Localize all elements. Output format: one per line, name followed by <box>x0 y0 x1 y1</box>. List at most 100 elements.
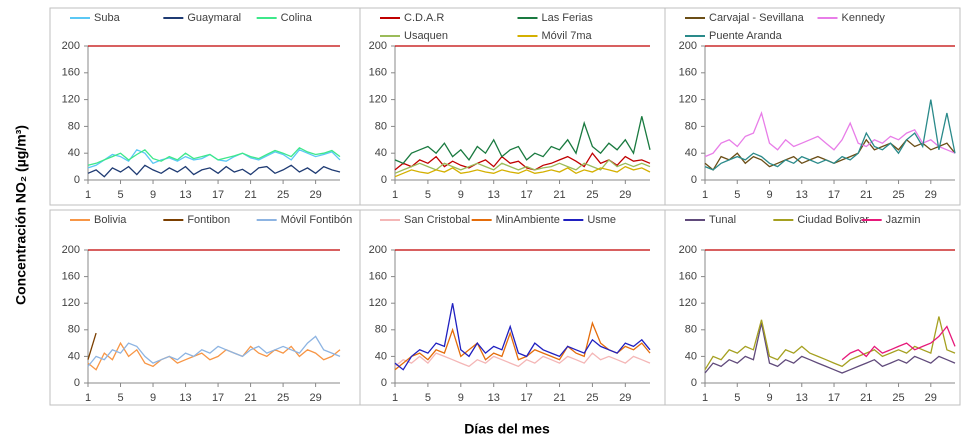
y-tick-label: 40 <box>685 350 697 362</box>
legend-label: Puente Aranda <box>709 30 783 42</box>
legend-label: Bolivia <box>94 214 127 226</box>
x-tick-label: 29 <box>925 189 937 201</box>
y-axis-label: Concentración NO₂ (µg/m³) <box>13 125 29 305</box>
legend-label: Móvil Fontibón <box>281 214 353 226</box>
legend-label: Usaquen <box>404 30 448 42</box>
data-line <box>87 164 341 178</box>
legend-label: Kennedy <box>842 12 886 24</box>
x-tick-label: 25 <box>892 189 904 201</box>
x-tick-label: 5 <box>734 189 740 201</box>
x-tick-label: 9 <box>458 189 464 201</box>
legend-label: MinAmbiente <box>496 214 560 226</box>
y-tick-label: 200 <box>62 244 80 256</box>
y-tick-label: 80 <box>68 120 80 132</box>
data-line <box>87 335 341 367</box>
x-tick-label: 17 <box>520 392 532 404</box>
x-tick-label: 17 <box>212 392 224 404</box>
legend-label: Tunal <box>709 214 736 226</box>
y-tick-label: 200 <box>369 40 387 52</box>
y-tick-label: 120 <box>679 94 697 106</box>
x-tick-label: 5 <box>734 392 740 404</box>
x-tick-label: 17 <box>520 189 532 201</box>
x-tick-label: 21 <box>553 189 565 201</box>
x-tick-label: 13 <box>179 189 191 201</box>
x-tick-label: 29 <box>619 189 631 201</box>
legend-label: C.D.A.R <box>404 12 444 24</box>
x-tick-label: 29 <box>619 392 631 404</box>
x-tick-label: 29 <box>925 392 937 404</box>
y-tick-label: 80 <box>685 324 697 336</box>
x-tick-label: 21 <box>860 392 872 404</box>
y-tick-label: 200 <box>679 40 697 52</box>
y-tick-label: 160 <box>62 271 80 283</box>
x-tick-label: 9 <box>150 189 156 201</box>
x-tick-label: 25 <box>586 189 598 201</box>
y-tick-label: 200 <box>679 244 697 256</box>
legend-label: Guaymaral <box>187 12 241 24</box>
x-tick-label: 5 <box>117 392 123 404</box>
panel-border <box>49 209 361 406</box>
x-tick-label: 21 <box>244 392 256 404</box>
y-tick-label: 120 <box>62 297 80 309</box>
legend-label: Las Ferias <box>542 12 594 24</box>
x-tick-label: 13 <box>796 392 808 404</box>
x-tick-label: 21 <box>860 189 872 201</box>
legend-label: Suba <box>94 12 121 24</box>
y-tick-label: 0 <box>691 377 697 389</box>
data-line <box>87 146 341 166</box>
data-line <box>704 110 956 158</box>
data-line <box>394 352 651 368</box>
y-tick-label: 0 <box>691 174 697 186</box>
x-tick-label: 5 <box>117 189 123 201</box>
x-axis-label: Días del mes <box>464 421 550 437</box>
x-tick-label: 21 <box>553 392 565 404</box>
x-tick-label: 13 <box>796 189 808 201</box>
y-tick-label: 40 <box>68 147 80 159</box>
x-tick-label: 17 <box>828 392 840 404</box>
y-tick-label: 80 <box>375 120 387 132</box>
x-tick-label: 25 <box>277 189 289 201</box>
x-tick-label: 25 <box>586 392 598 404</box>
y-tick-label: 160 <box>62 67 80 79</box>
y-tick-label: 120 <box>679 297 697 309</box>
y-tick-label: 160 <box>679 67 697 79</box>
data-line <box>704 138 956 171</box>
data-line <box>87 149 341 169</box>
y-tick-label: 0 <box>74 377 80 389</box>
x-tick-label: 1 <box>85 189 91 201</box>
data-line <box>87 332 97 360</box>
panel-border <box>49 7 361 206</box>
y-tick-label: 0 <box>381 377 387 389</box>
x-tick-label: 9 <box>150 392 156 404</box>
y-tick-label: 40 <box>685 147 697 159</box>
data-line <box>394 152 651 171</box>
data-line <box>394 165 651 178</box>
x-tick-label: 25 <box>277 392 289 404</box>
legend-label: Colina <box>281 12 313 24</box>
x-tick-label: 1 <box>392 392 398 404</box>
y-tick-label: 80 <box>68 324 80 336</box>
data-line <box>394 158 651 174</box>
y-tick-label: 0 <box>381 174 387 186</box>
x-tick-label: 25 <box>892 392 904 404</box>
x-tick-label: 9 <box>766 189 772 201</box>
panel-border <box>664 7 961 206</box>
x-tick-label: 9 <box>766 392 772 404</box>
y-tick-label: 40 <box>375 350 387 362</box>
y-tick-label: 160 <box>679 271 697 283</box>
y-tick-label: 160 <box>369 271 387 283</box>
legend-label: San Cristobal <box>404 214 470 226</box>
y-tick-label: 80 <box>375 324 387 336</box>
x-tick-label: 9 <box>458 392 464 404</box>
y-tick-label: 200 <box>62 40 80 52</box>
data-line <box>394 116 651 165</box>
y-tick-label: 0 <box>74 174 80 186</box>
y-tick-label: 40 <box>375 147 387 159</box>
legend-label: Carvajal - Sevillana <box>709 12 805 24</box>
data-line <box>841 325 956 361</box>
x-tick-label: 17 <box>828 189 840 201</box>
data-line <box>704 99 956 171</box>
x-tick-label: 1 <box>392 189 398 201</box>
y-tick-label: 120 <box>369 297 387 309</box>
